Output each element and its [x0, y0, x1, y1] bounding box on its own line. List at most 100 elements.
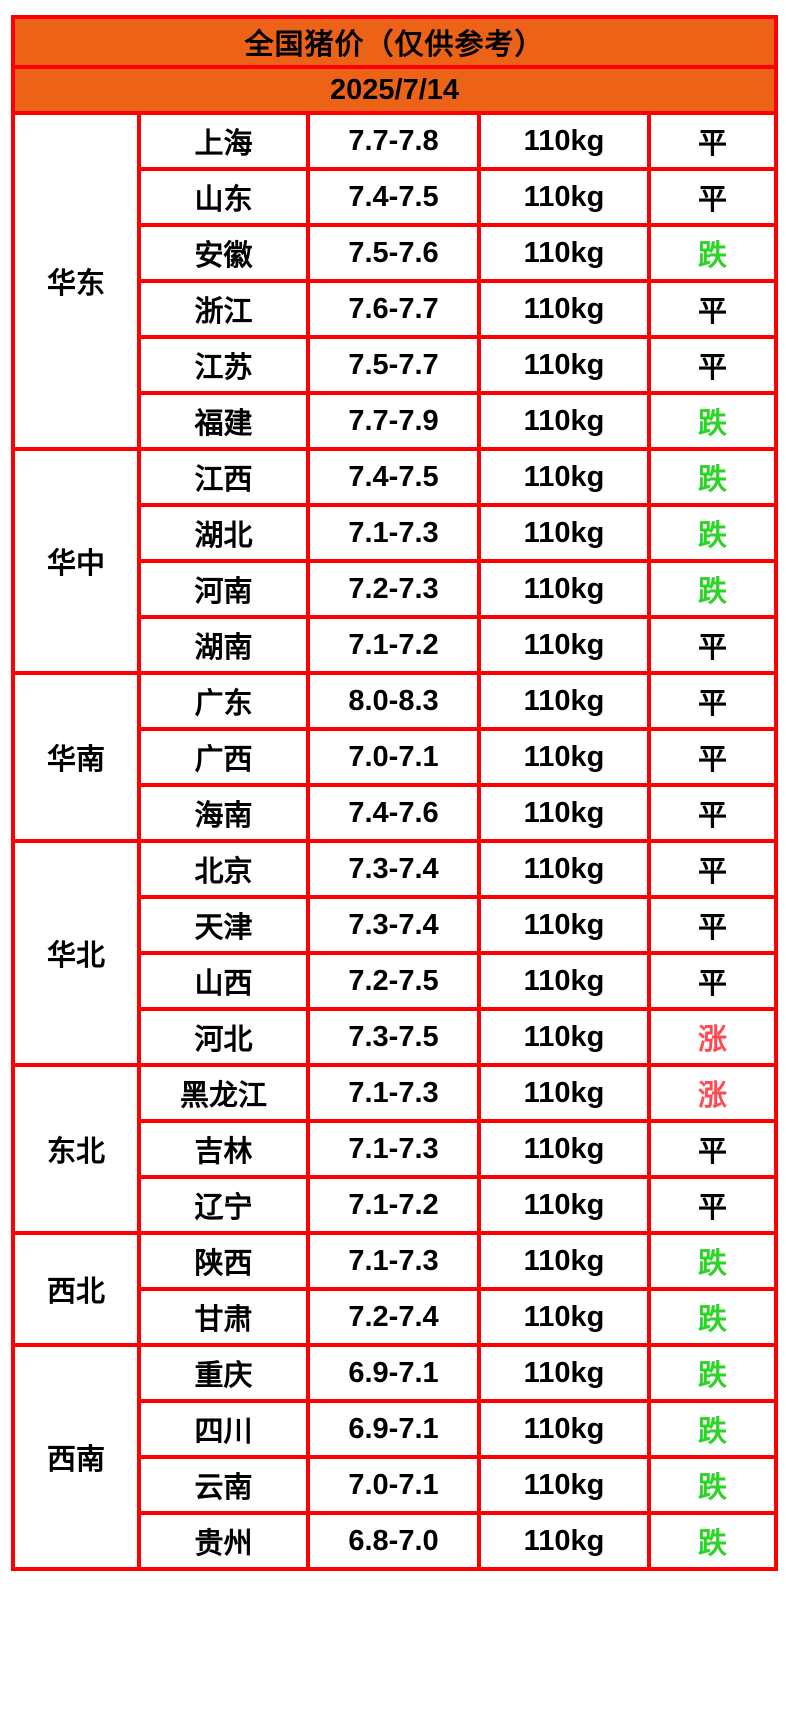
- province-name-cell: 安徽: [137, 223, 310, 283]
- price-row: 广西 7.0-7.1 110kg 平: [13, 727, 779, 787]
- price-range-cell: 7.0-7.1: [306, 727, 481, 787]
- status-cell: 跌: [646, 391, 779, 451]
- status-cell: 跌: [646, 1343, 779, 1403]
- status-cell: 平: [646, 839, 779, 899]
- status-cell: 平: [646, 727, 779, 787]
- region-name-cell: 华东: [11, 111, 141, 451]
- price-range-cell: 7.1-7.3: [306, 503, 481, 563]
- region-name-cell: 华南: [11, 671, 141, 843]
- province-name-cell: 浙江: [137, 279, 310, 339]
- status-cell: 跌: [646, 1455, 779, 1515]
- price-range-cell: 8.0-8.3: [306, 671, 481, 731]
- price-row: 西南 重庆 6.9-7.1 110kg 跌: [11, 1343, 779, 1571]
- status-cell: 平: [646, 335, 779, 395]
- weight-cell: 110kg: [477, 279, 651, 339]
- province-name-cell: 河南: [137, 559, 310, 619]
- price-range-cell: 6.8-7.0: [306, 1511, 481, 1571]
- status-cell: 平: [646, 1175, 779, 1235]
- price-row: 华南 广东 8.0-8.3 110kg 平: [11, 671, 779, 843]
- table-title: 全国猪价（仅供参考）: [10, 15, 779, 69]
- price-row: 云南 7.0-7.1 110kg 跌: [13, 1455, 779, 1515]
- status-cell: 跌: [646, 447, 779, 507]
- province-name-cell: 广东: [137, 671, 310, 731]
- province-name-cell: 吉林: [137, 1119, 310, 1179]
- province-name-cell: 黑龙江: [137, 1063, 310, 1123]
- price-range-cell: 7.4-7.5: [306, 447, 481, 507]
- weight-cell: 110kg: [477, 503, 651, 563]
- weight-cell: 110kg: [477, 895, 651, 955]
- weight-cell: 110kg: [477, 1063, 651, 1123]
- weight-cell: 110kg: [477, 783, 651, 843]
- status-cell: 跌: [646, 223, 779, 283]
- price-row: 辽宁 7.1-7.2 110kg 平: [13, 1175, 779, 1235]
- price-range-cell: 7.1-7.2: [306, 615, 481, 675]
- status-cell: 跌: [646, 503, 779, 563]
- pig-price-table: 全国猪价（仅供参考） 2025/7/14 华东 上海 7.7-7.8 110kg 平山东…: [10, 15, 779, 1571]
- price-range-cell: 6.9-7.1: [306, 1399, 481, 1459]
- price-range-cell: 7.7-7.9: [306, 391, 481, 451]
- price-row: 四川 6.9-7.1 110kg 跌: [13, 1399, 779, 1459]
- price-row: 安徽 7.5-7.6 110kg 跌: [13, 223, 779, 283]
- status-cell: 平: [646, 111, 779, 171]
- status-cell: 平: [646, 671, 779, 731]
- weight-cell: 110kg: [477, 1287, 651, 1347]
- status-cell: 涨: [646, 1007, 779, 1067]
- price-range-cell: 7.4-7.6: [306, 783, 481, 843]
- date-row: 2025/7/14: [10, 65, 779, 115]
- price-range-cell: 7.3-7.5: [306, 1007, 481, 1067]
- province-name-cell: 湖北: [137, 503, 310, 563]
- weight-cell: 110kg: [477, 1511, 651, 1571]
- price-row: 吉林 7.1-7.3 110kg 平: [13, 1119, 779, 1179]
- status-cell: 跌: [646, 1287, 779, 1347]
- weight-cell: 110kg: [477, 1007, 651, 1067]
- region-name-cell: 华中: [11, 447, 141, 675]
- status-cell: 平: [646, 951, 779, 1011]
- province-name-cell: 北京: [137, 839, 310, 899]
- weight-cell: 110kg: [477, 839, 651, 899]
- province-name-cell: 重庆: [137, 1343, 310, 1403]
- price-row: 海南 7.4-7.6 110kg 平: [13, 783, 779, 843]
- weight-cell: 110kg: [477, 335, 651, 395]
- price-range-cell: 6.9-7.1: [306, 1343, 481, 1403]
- price-row: 浙江 7.6-7.7 110kg 平: [13, 279, 779, 339]
- price-row: 河北 7.3-7.5 110kg 涨: [13, 1007, 779, 1067]
- price-row: 甘肃 7.2-7.4 110kg 跌: [13, 1287, 779, 1347]
- region-name-cell: 华北: [11, 839, 141, 1067]
- price-range-cell: 7.3-7.4: [306, 839, 481, 899]
- price-range-cell: 7.2-7.3: [306, 559, 481, 619]
- status-cell: 平: [646, 783, 779, 843]
- weight-cell: 110kg: [477, 167, 651, 227]
- weight-cell: 110kg: [477, 615, 651, 675]
- province-name-cell: 陕西: [137, 1231, 310, 1291]
- price-range-cell: 7.5-7.6: [306, 223, 481, 283]
- price-range-cell: 7.1-7.3: [306, 1119, 481, 1179]
- status-cell: 跌: [646, 1231, 779, 1291]
- province-name-cell: 福建: [137, 391, 310, 451]
- price-range-cell: 7.1-7.2: [306, 1175, 481, 1235]
- status-cell: 平: [646, 167, 779, 227]
- price-range-cell: 7.3-7.4: [306, 895, 481, 955]
- province-name-cell: 河北: [137, 1007, 310, 1067]
- price-row: 华中 江西 7.4-7.5 110kg 跌: [11, 447, 779, 675]
- weight-cell: 110kg: [477, 223, 651, 283]
- table-date: 2025/7/14: [10, 65, 779, 115]
- weight-cell: 110kg: [477, 951, 651, 1011]
- price-range-cell: 7.0-7.1: [306, 1455, 481, 1515]
- weight-cell: 110kg: [477, 1119, 651, 1179]
- price-row: 福建 7.7-7.9 110kg 跌: [13, 391, 779, 451]
- weight-cell: 110kg: [477, 1231, 651, 1291]
- price-range-cell: 7.4-7.5: [306, 167, 481, 227]
- province-name-cell: 天津: [137, 895, 310, 955]
- weight-cell: 110kg: [477, 447, 651, 507]
- price-row: 天津 7.3-7.4 110kg 平: [13, 895, 779, 955]
- price-range-cell: 7.2-7.5: [306, 951, 481, 1011]
- price-range-cell: 7.7-7.8: [306, 111, 481, 171]
- price-row: 湖北 7.1-7.3 110kg 跌: [13, 503, 779, 563]
- weight-cell: 110kg: [477, 1175, 651, 1235]
- province-name-cell: 海南: [137, 783, 310, 843]
- title-row: 全国猪价（仅供参考）: [10, 15, 779, 69]
- price-range-cell: 7.1-7.3: [306, 1063, 481, 1123]
- province-name-cell: 江苏: [137, 335, 310, 395]
- region-name-cell: 西北: [11, 1231, 141, 1347]
